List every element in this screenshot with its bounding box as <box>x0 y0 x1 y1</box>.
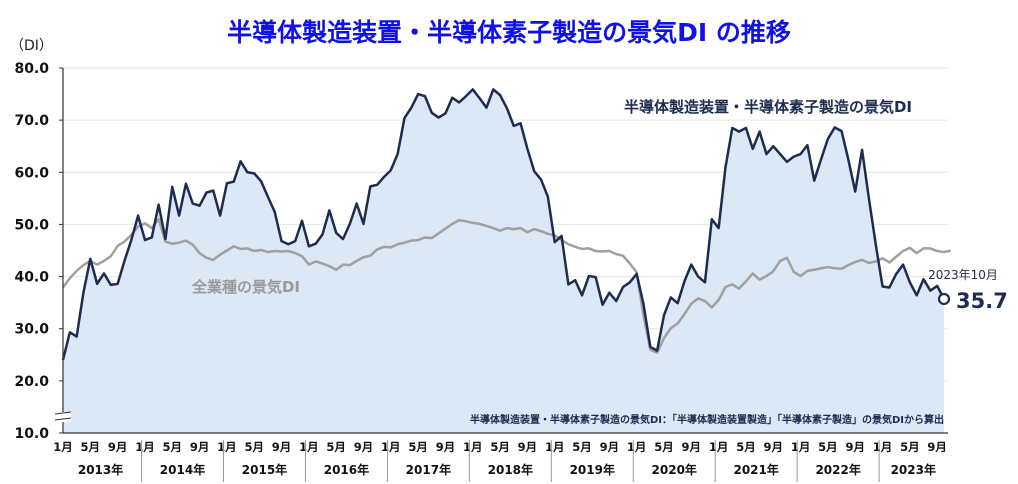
year-label: 2014年 <box>160 462 205 477</box>
x-tick-label: 1月 <box>463 440 483 454</box>
x-tick-label: 1月 <box>299 440 319 454</box>
x-tick-label: 5月 <box>654 440 674 454</box>
y-tick-label: 60.0 <box>14 165 49 181</box>
year-label: 2020年 <box>652 462 697 477</box>
x-tick-label: 9月 <box>682 440 702 454</box>
y-tick-label: 30.0 <box>14 322 49 338</box>
year-label: 2023年 <box>891 462 936 477</box>
calc-note: 半導体製造装置・半導体素子製造の景気DI：「半導体製造装置製造」「半導体素子製造… <box>470 413 944 426</box>
y-tick-label: 20.0 <box>14 374 49 390</box>
x-tick-label: 1月 <box>791 440 811 454</box>
y-tick-label: 70.0 <box>14 113 49 129</box>
x-tick-labels: 1月 5月 9月 1月 5月 9月 1月 5月 9月 1月 5月 9月 1月 5月 9月 1月 5月 9月 1月 5月… <box>53 440 947 454</box>
year-label: 2022年 <box>815 462 860 477</box>
plot-area <box>61 88 952 433</box>
x-tick-label: 5月 <box>818 440 838 454</box>
x-tick-label: 1月 <box>545 440 565 454</box>
x-tick-label: 9月 <box>927 440 947 454</box>
year-label: 2013年 <box>78 462 123 477</box>
last-date-label: 2023年10月 <box>928 268 998 282</box>
x-tick-label: 9月 <box>518 440 538 454</box>
last-point-marker <box>937 292 951 306</box>
year-label: 2016年 <box>324 462 369 477</box>
year-label: 2017年 <box>406 462 451 477</box>
year-labels: 2013年 2014年 2015年 2016年 2017年 2018年 2019年 2020年… <box>78 440 936 482</box>
x-tick-label: 9月 <box>436 440 456 454</box>
y-axis-unit: （DI） <box>10 38 53 54</box>
x-tick-label: 5月 <box>244 440 264 454</box>
year-label: 2018年 <box>488 462 533 477</box>
x-tick-label: 5月 <box>572 440 592 454</box>
x-tick-label: 1月 <box>135 440 155 454</box>
x-tick-label: 1月 <box>53 440 73 454</box>
y-tick-label: 40.0 <box>14 270 49 286</box>
x-tick-label: 5月 <box>900 440 920 454</box>
x-tick-label: 1月 <box>709 440 729 454</box>
year-label: 2019年 <box>570 462 615 477</box>
x-tick-label: 9月 <box>845 440 865 454</box>
x-tick-label: 1月 <box>381 440 401 454</box>
year-label: 2015年 <box>242 462 287 477</box>
chart-title: 半導体製造装置・半導体素子製造の景気DI の推移 <box>227 18 791 47</box>
last-value-label: 35.7 <box>956 289 1008 313</box>
x-tick-label: 9月 <box>764 440 784 454</box>
x-tick-label: 5月 <box>81 440 101 454</box>
x-tick-label: 1月 <box>627 440 647 454</box>
x-tick-label: 5月 <box>736 440 756 454</box>
y-tick-labels: 10.0 20.0 30.0 40.0 50.0 60.0 70.0 80.0 <box>14 61 49 442</box>
x-tick-label: 5月 <box>490 440 510 454</box>
semi-series-label: 半導体製造装置・半導体素子製造の景気DI <box>624 98 912 116</box>
x-tick-label: 9月 <box>354 440 374 454</box>
all-series-label: 全業種の景気DI <box>191 278 300 296</box>
semi-series-line <box>61 88 946 361</box>
x-tick-label: 5月 <box>326 440 346 454</box>
x-tick-label: 9月 <box>600 440 620 454</box>
x-tick-label: 5月 <box>163 440 183 454</box>
all-industries-line <box>61 217 952 354</box>
year-label: 2021年 <box>733 462 778 477</box>
semi-series-area <box>63 89 944 433</box>
x-tick-label: 9月 <box>272 440 292 454</box>
y-tick-label: 50.0 <box>14 217 49 233</box>
x-tick-label: 1月 <box>873 440 893 454</box>
x-tick-label: 9月 <box>190 440 210 454</box>
x-tick-label: 1月 <box>217 440 237 454</box>
y-tick-label: 10.0 <box>14 426 49 442</box>
y-tick-label: 80.0 <box>14 61 49 77</box>
x-tick-label: 5月 <box>408 440 428 454</box>
x-tick-label: 9月 <box>108 440 128 454</box>
axis-break-icon <box>54 411 72 422</box>
